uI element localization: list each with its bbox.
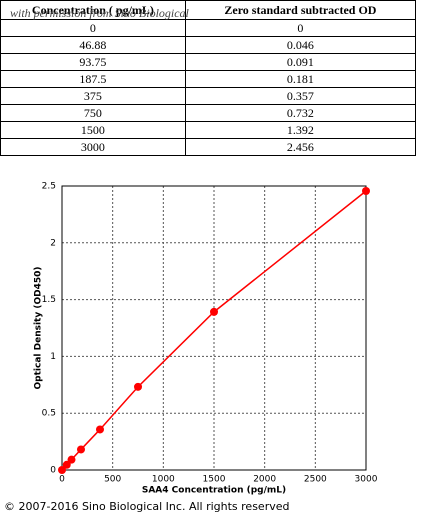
table-cell: 1500	[0, 121, 186, 139]
table-cell: 93.75	[0, 53, 186, 71]
y-tick-label: 1.5	[42, 295, 56, 305]
table-cell: 0	[184, 19, 417, 37]
x-tick-label: 1500	[203, 475, 226, 485]
y-tick-label: 0.5	[42, 409, 56, 419]
marker	[67, 455, 76, 464]
table-row: 93.75 0.091	[0, 53, 417, 71]
x-tick-label: 2500	[304, 475, 327, 485]
marker	[210, 307, 218, 316]
table-row: 187.5 0.181	[0, 70, 417, 88]
y-tick-label: 0	[50, 466, 56, 476]
marker	[362, 186, 370, 195]
x-axis-title: SAA4 Concentration (pg/mL)	[142, 486, 286, 496]
table-cell: 0.091	[184, 53, 417, 71]
table-cell: 0.046	[184, 36, 417, 54]
x-tick-label: 500	[104, 475, 121, 485]
table-cell: 0.181	[184, 70, 417, 88]
table-row: 46.88 0.046	[0, 36, 417, 54]
header-cell: Zero standard subtracted OD	[184, 0, 417, 20]
table-cell: 46.88	[0, 36, 186, 54]
table-row: 1500 1.392	[0, 121, 417, 139]
table-row: 375 0.357	[0, 87, 417, 105]
y-tick-label: 2	[50, 238, 56, 248]
table-cell: 0.357	[184, 87, 417, 105]
marker	[134, 382, 142, 391]
table-cell: 187.5	[0, 70, 186, 88]
x-tick-label: 2000	[253, 475, 276, 485]
data-table: Concentration ( pg/mL) Zero standard subt…	[0, 0, 417, 156]
copyright: © 2007-2016 Sino Biological Inc. All rig…	[4, 500, 290, 513]
chart: Optical Density (OD450) SAA4 Concentrati…	[34, 182, 378, 496]
table-cell: 0.732	[184, 104, 417, 122]
watermark: with permission from Sino Biological	[10, 6, 189, 20]
plot-frame	[61, 185, 367, 471]
table-cell: 1.392	[184, 121, 417, 139]
table-row: 3000 2.456	[0, 138, 417, 156]
marker	[96, 425, 104, 434]
table-cell: 750	[0, 104, 186, 122]
x-tick-label: 3000	[355, 475, 378, 485]
y-tick-label: 2.5	[42, 182, 56, 192]
x-tick-label: 1000	[152, 475, 175, 485]
table-cell: 375	[0, 87, 186, 105]
table-row: 750 0.732	[0, 104, 417, 122]
x-tick-label: 0	[59, 475, 65, 485]
y-axis-title: Optical Density (OD450)	[34, 267, 44, 390]
marker	[62, 460, 71, 469]
marker	[77, 445, 85, 454]
y-tick-label: 1	[50, 352, 56, 362]
table-cell: 3000	[0, 138, 186, 156]
table-cell: 2.456	[184, 138, 417, 156]
table-cell: 0	[0, 19, 186, 37]
marker	[58, 466, 66, 474]
